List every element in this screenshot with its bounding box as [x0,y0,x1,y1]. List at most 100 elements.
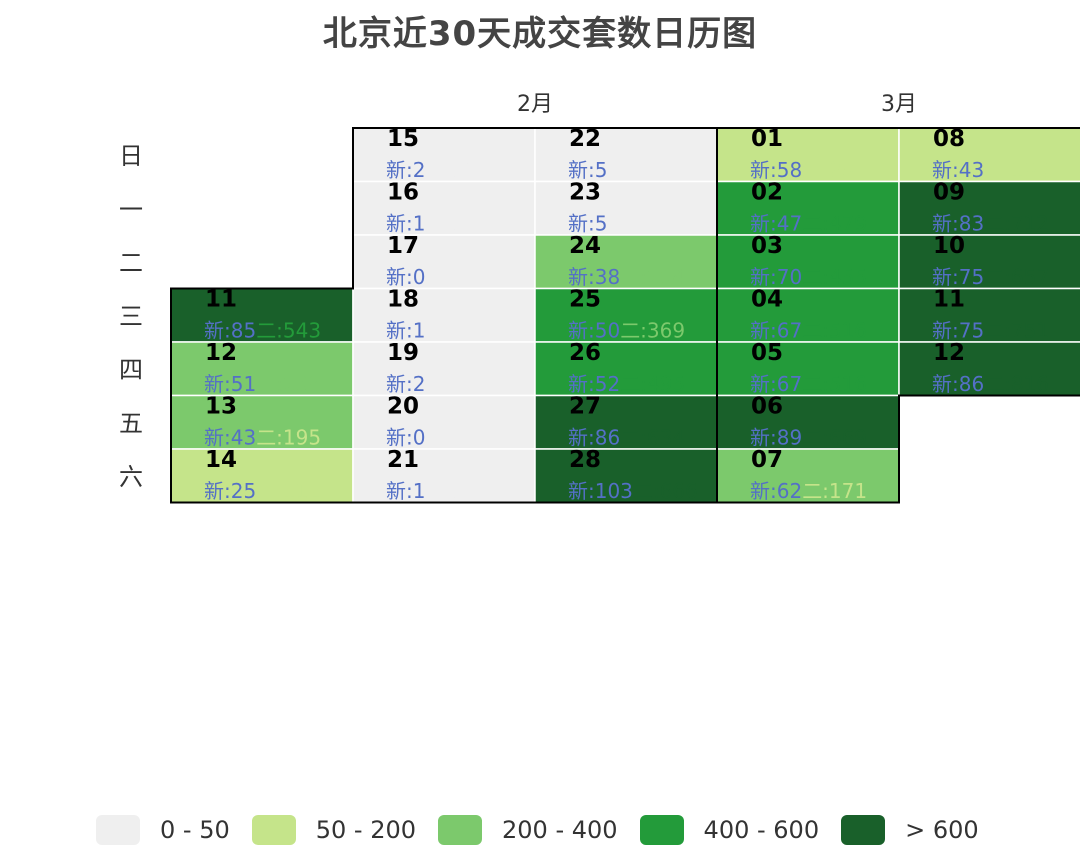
day-data-label: 新:50二:369 [568,319,685,343]
day-data-label: 新:83二:712 [932,212,1049,236]
day-number-label: 18 [387,287,419,313]
day-data-label: 新:62二:171 [750,479,867,503]
day-number-label: 19 [387,340,419,366]
day-number-label: 27 [569,394,601,420]
calendar-cell [170,341,354,397]
day-data-label: 新:2二:10 [386,158,478,182]
calendar-cell [716,448,900,504]
day-number-label: 24 [569,233,601,259]
day-number-label: 12 [933,340,965,366]
day-data-label: 新:1二:1 [386,212,465,236]
calendar-cell [716,234,900,290]
calendar-cell [534,234,718,290]
month-borders [170,127,1080,504]
legend-item[interactable]: 50 - 200 [251,815,416,845]
day-data-label: 新:103二:666 [568,479,698,503]
legend-item[interactable]: 0 - 50 [96,815,230,845]
day-data-label: 新:52二:495 [568,372,685,396]
day-number-label: 25 [569,287,601,313]
weekday-label: 日 [119,142,143,170]
day-number-label: 09 [933,180,965,206]
legend-item[interactable]: 400 - 600 [639,815,820,845]
day-data-label: 新:67二:516 [750,319,867,343]
day-data-label: 新:85二:543 [204,319,321,343]
calendar-cell [352,394,536,450]
legend-item[interactable]: > 600 [841,815,979,845]
day-data-label: 新:1二:1 [386,479,465,503]
month-label: 3月 [881,92,917,117]
day-data-label: 新:70二:455 [750,265,867,289]
day-number-label: 12 [205,340,237,366]
calendar-cell [716,394,900,450]
day-number-label: 03 [751,233,783,259]
day-number-label: 14 [205,447,237,473]
calendar-cell [898,341,1080,397]
day-data-label: 新:0二:0 [386,265,465,289]
day-number-label: 28 [569,447,601,473]
weekday-label: 二 [119,249,143,277]
day-number-label: 15 [387,126,419,152]
day-data-label: 新:43二:106 [932,158,1049,182]
day-data-label: 新:25二:112 [204,479,321,503]
legend-label: 50 - 200 [315,816,416,844]
day-data-label: 新:86二:634 [568,426,685,450]
day-number-label: 22 [569,126,601,152]
day-data-label: 新:38二:204 [568,265,685,289]
cell-labels: 11新:85二:54312新:51二:23813新:43二:19514新:25二… [204,126,1049,503]
legend-label: 0 - 50 [160,816,230,844]
calendar-cell [534,180,718,236]
day-number-label: 13 [205,394,237,420]
calendar-cells [170,127,1080,504]
calendar-cell [534,448,718,504]
calendar-cell [716,341,900,397]
day-number-label: 20 [387,394,419,420]
day-number-label: 02 [751,180,783,206]
day-data-label: 新:1二:0 [386,319,465,343]
day-number-label: 08 [933,126,965,152]
calendar-cell [352,341,536,397]
legend-swatch [438,815,482,845]
weekday-label: 四 [119,356,143,384]
legend-label: 400 - 600 [703,816,820,844]
calendar-cell [534,127,718,183]
legend-label: 200 - 400 [502,816,618,844]
day-number-label: 04 [751,287,783,313]
day-number-label: 07 [751,447,783,473]
legend-swatch [841,815,886,845]
day-number-label: 05 [751,340,783,366]
weekday-label: 五 [119,409,143,437]
day-data-label: 新:51二:238 [204,372,321,396]
legend-label: > 600 [905,816,979,844]
day-data-label: 新:5二:0 [568,158,647,182]
day-number-label: 06 [751,394,783,420]
legend-swatch [96,815,140,845]
day-number-label: 11 [933,287,965,313]
day-number-label: 16 [387,180,419,206]
calendar-cell [534,341,718,397]
day-number-label: 01 [751,126,783,152]
legend-swatch [251,815,296,845]
day-data-label: 新:2二:0 [386,372,465,396]
day-number-label: 21 [387,447,419,473]
legend-item[interactable]: 200 - 400 [438,815,618,845]
legend-swatch [639,815,684,845]
day-data-label: 新:75二:751 [932,319,1049,343]
day-data-label: 新:86二:816 [932,372,1049,396]
day-data-label: 新:0二:0 [386,426,465,450]
day-data-label: 新:58二:88 [750,158,854,182]
day-data-label: 新:5二:4 [568,212,647,236]
day-number-label: 10 [933,233,965,259]
day-number-label: 17 [387,233,419,259]
chart-title: 北京近30天成交套数日历图 [322,14,758,54]
day-number-label: 26 [569,340,601,366]
weekday-label: 三 [119,302,143,330]
day-data-label: 新:67二:516 [750,372,867,396]
calendar-cell [534,287,718,343]
weekday-label: 六 [119,463,143,491]
day-data-label: 新:43二:195 [204,426,321,450]
weekday-label: 一 [119,195,143,223]
calendar-cell [898,127,1080,183]
day-data-label: 新:75二:657 [932,265,1049,289]
